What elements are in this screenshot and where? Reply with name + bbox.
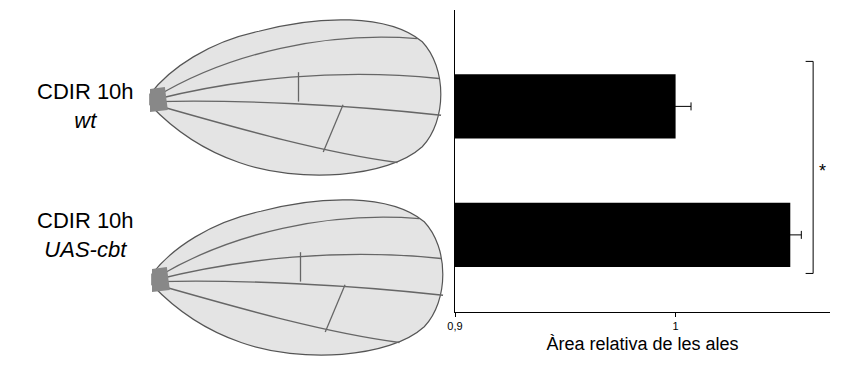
svg-text:*: *: [819, 161, 826, 181]
svg-text:CDIR 10hUAS-cbt: CDIR 10hUAS-cbt: [37, 208, 134, 262]
svg-text:CDIR 10hwt: CDIR 10hwt: [37, 79, 134, 133]
svg-text:1: 1: [673, 320, 679, 332]
svg-text:0,9: 0,9: [447, 320, 462, 332]
svg-text:Àrea relativa de les ales: Àrea relativa de les ales: [546, 334, 738, 354]
